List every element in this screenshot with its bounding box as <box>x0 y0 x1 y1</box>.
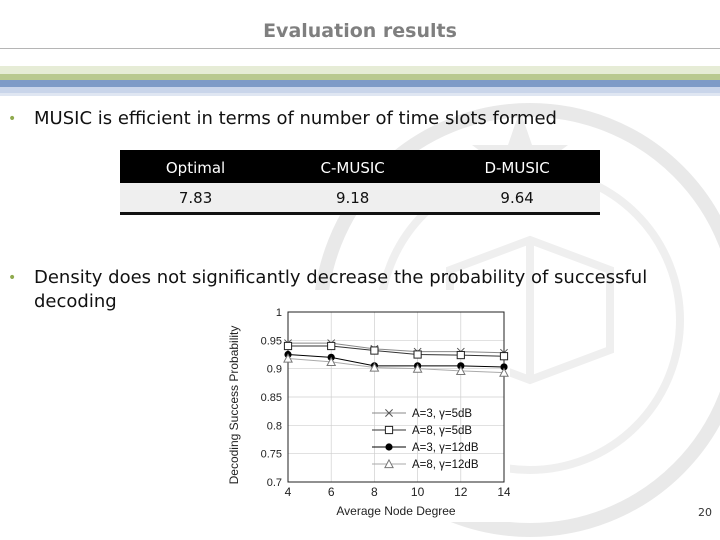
title-divider <box>0 48 720 49</box>
bullet-marker: • <box>8 111 17 127</box>
data-point <box>413 350 422 359</box>
series-line <box>287 357 505 374</box>
table-header-optimal: Optimal <box>120 150 272 183</box>
x-tick-label: 4 <box>285 485 292 499</box>
table-header-d-music: D-MUSIC <box>434 150 600 183</box>
y-tick-label: 0.7 <box>267 477 282 489</box>
y-tick-label: 0.75 <box>261 449 282 461</box>
data-point <box>500 363 508 371</box>
data-point <box>369 362 380 372</box>
data-point <box>499 367 509 377</box>
series-line <box>288 342 505 354</box>
results-table: Optimal C-MUSIC D-MUSIC 7.83 9.18 9.64 <box>120 150 600 215</box>
table-cell-optimal: 7.83 <box>120 183 272 215</box>
x-tick-label: 14 <box>497 485 510 499</box>
table-row: 7.83 9.18 9.64 <box>120 183 600 215</box>
y-tick-label: 0.95 <box>261 335 282 347</box>
data-point <box>456 350 465 360</box>
y-tick-label: 1 <box>276 307 282 319</box>
data-point <box>412 363 423 373</box>
header-band <box>0 66 720 96</box>
x-axis-label: Average Node Degree <box>336 504 456 518</box>
table-header-c-music: C-MUSIC <box>271 150 435 183</box>
data-point <box>370 346 379 355</box>
legend-marker <box>384 458 394 469</box>
bullet-text: MUSIC is efficient in terms of number of… <box>34 108 557 129</box>
series-line <box>288 345 505 357</box>
y-tick-label: 0.9 <box>267 364 282 376</box>
data-point <box>455 365 466 376</box>
x-tick-label: 6 <box>328 485 335 499</box>
legend-entry: A=8, γ=12dB <box>412 459 479 471</box>
data-point <box>327 341 336 351</box>
data-point <box>326 356 337 366</box>
data-point <box>283 353 293 363</box>
slide-title: Evaluation results <box>263 20 457 42</box>
x-tick-label: 8 <box>371 485 378 499</box>
legend-entry: A=3, γ=12dB <box>412 442 479 454</box>
legend-entry: A=8, γ=5dB <box>412 425 472 437</box>
bullet-marker: • <box>8 270 17 286</box>
x-tick-label: 10 <box>411 485 425 499</box>
plot-frame <box>287 311 505 483</box>
legend-marker <box>385 409 393 417</box>
decoding-probability-chart: A=3, γ=5dB A=8, γ=5dB A=3, γ=12dB A=8, γ=12… <box>222 290 510 522</box>
data-point <box>499 352 509 361</box>
data-point <box>283 341 293 351</box>
y-tick-label: 0.8 <box>267 420 282 432</box>
page-number: 20 <box>698 506 712 519</box>
series-line <box>287 354 505 368</box>
y-axis-label: Decoding Success Probability <box>227 326 241 485</box>
legend-marker <box>384 425 394 435</box>
bullet-text-continued: decoding <box>34 291 117 312</box>
legend-marker <box>385 443 393 451</box>
table-cell-d-music: 9.64 <box>434 183 600 215</box>
y-tick-label: 0.85 <box>261 392 282 404</box>
bullet-text: Density does not significantly decrease … <box>34 267 648 288</box>
legend-entry: A=3, γ=5dB <box>412 408 472 420</box>
table-cell-c-music: 9.18 <box>271 183 435 215</box>
x-tick-label: 12 <box>454 485 468 499</box>
